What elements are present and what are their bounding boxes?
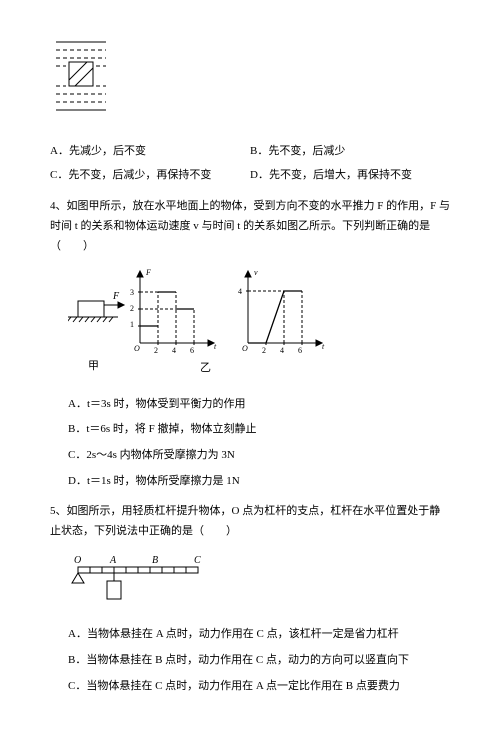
q4-stem: 4、如图甲所示，放在水平地面上的物体，受到方向不变的水平推力 F 的作用，F 与… xyxy=(50,197,450,256)
q4-caption-right: 乙 xyxy=(200,361,211,374)
svg-text:4: 4 xyxy=(172,346,176,355)
svg-text:6: 6 xyxy=(190,346,194,355)
q5-label-O: O xyxy=(74,555,81,566)
svg-text:2: 2 xyxy=(262,346,266,355)
q5-label-C: C xyxy=(194,555,201,566)
q5-opt-c: C．当物体悬挂在 C 点时，动力作用在 A 点一定比作用在 B 点要费力 xyxy=(68,677,450,697)
q3-figure xyxy=(50,38,450,128)
q4-opt-b: B．t＝6s 时，将 F 撤掉，物体立刻静止 xyxy=(68,420,450,440)
svg-text:6: 6 xyxy=(298,346,302,355)
svg-text:4: 4 xyxy=(280,346,284,355)
q4-chartA-labels: 1 2 3 2 4 6 O t F xyxy=(130,268,217,355)
svg-text:t: t xyxy=(214,342,217,351)
q5-figure: O A B C xyxy=(68,549,450,613)
svg-text:v: v xyxy=(254,268,258,277)
svg-text:2: 2 xyxy=(130,304,134,313)
q3-opt-b: B．先不变，后减少 xyxy=(250,140,450,164)
svg-text:3: 3 xyxy=(130,288,134,297)
q3-options: A．先减少，后不变 B．先不变，后减少 C．先不变，后减少，再保持不变 D．先不… xyxy=(50,140,450,188)
q3-opt-a: A．先减少，后不变 xyxy=(50,140,250,164)
svg-text:O: O xyxy=(242,344,248,353)
svg-text:4: 4 xyxy=(238,287,242,296)
q5-label-B: B xyxy=(152,555,158,566)
q4-caption-left: 甲 xyxy=(88,360,99,372)
svg-text:1: 1 xyxy=(130,320,134,329)
q4-opt-a: A．t＝3s 时，物体受到平衡力的作用 xyxy=(68,395,450,415)
svg-text:O: O xyxy=(134,344,140,353)
svg-text:t: t xyxy=(322,342,325,351)
q5-opt-b: B．当物体悬挂在 B 点时，动力作用在 C 点，动力的方向可以竖直向下 xyxy=(68,651,450,671)
svg-text:F: F xyxy=(145,268,151,277)
q4-opt-c: C．2s～4s 内物体所受摩擦力为 3N xyxy=(68,446,450,466)
svg-text:2: 2 xyxy=(154,346,158,355)
q5-opt-a: A．当物体悬挂在 A 点时，动力作用在 C 点，该杠杆一定是省力杠杆 xyxy=(68,625,450,645)
q4-opt-d: D．t＝1s 时，物体所受摩擦力是 1N xyxy=(68,472,450,492)
q5-stem: 5、如图所示，用轻质杠杆提升物体，O 点为杠杆的支点，杠杆在水平位置处于静止状态… xyxy=(50,502,450,542)
q3-opt-c: C．先不变，后减少，再保持不变 xyxy=(50,164,250,188)
q5-label-A: A xyxy=(109,555,117,566)
q3-opt-d: D．先不变，后增大，再保持不变 xyxy=(250,164,450,188)
q4-chartB-labels: 4 2 4 6 O t v xyxy=(238,268,325,355)
q4-F-arrow-label: F xyxy=(112,291,120,302)
q4-figure: F 1 2 3 2 4 6 O t F xyxy=(68,265,450,383)
